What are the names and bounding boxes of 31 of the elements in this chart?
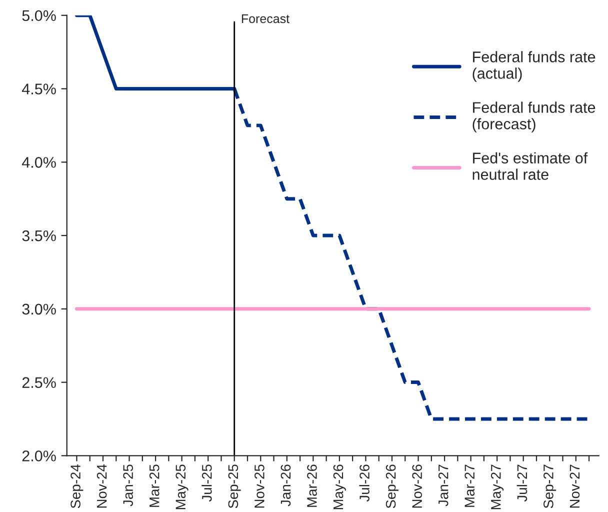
legend-label: Federal funds rate (actual) (472, 51, 596, 82)
x-tick-label: Jul-27 (516, 464, 528, 502)
y-tick-label: 2.5% (22, 377, 56, 388)
x-tick-label: Nov-26 (412, 464, 422, 508)
x-tick-label: Sep-27 (544, 464, 556, 508)
x-tick-label: Mar-25 (149, 464, 160, 507)
x-tick-label: Jan-26 (280, 464, 291, 506)
x-tick-label: Jan-27 (438, 464, 448, 506)
ref-line-label: Forecast (242, 14, 290, 24)
y-tick-label: 3.0% (22, 304, 56, 315)
x-tick-label: Jan-25 (123, 464, 134, 506)
x-tick-label: Jul-25 (202, 464, 212, 502)
x-tick-label: May-25 (176, 464, 188, 510)
x-tick-label: Mar-27 (464, 464, 475, 507)
y-tick-label: 3.5% (22, 230, 56, 242)
y-tick-label: 5.0% (22, 10, 56, 22)
y-tick-label: 4.5% (22, 84, 56, 94)
y-tick-label: 2.0% (22, 450, 56, 462)
x-tick-label: Jul-26 (359, 464, 370, 502)
x-tick-label: Nov-27 (570, 464, 580, 508)
x-tick-label: Sep-26 (386, 464, 398, 508)
x-tick-label: Mar-26 (307, 464, 317, 507)
legend-label: Federal funds rate (forecast) (472, 102, 596, 132)
legend-label: Fed's estimate of neutral rate (472, 152, 588, 180)
y-tick-label: 4.0% (22, 157, 56, 168)
x-tick-label: Nov-25 (254, 464, 264, 508)
x-tick-label: Sep-24 (70, 464, 84, 508)
x-tick-label: May-27 (490, 464, 504, 510)
x-tick-label: Nov-24 (96, 464, 107, 508)
x-tick-label: May-26 (333, 464, 346, 510)
x-tick-label: Sep-25 (228, 464, 241, 508)
